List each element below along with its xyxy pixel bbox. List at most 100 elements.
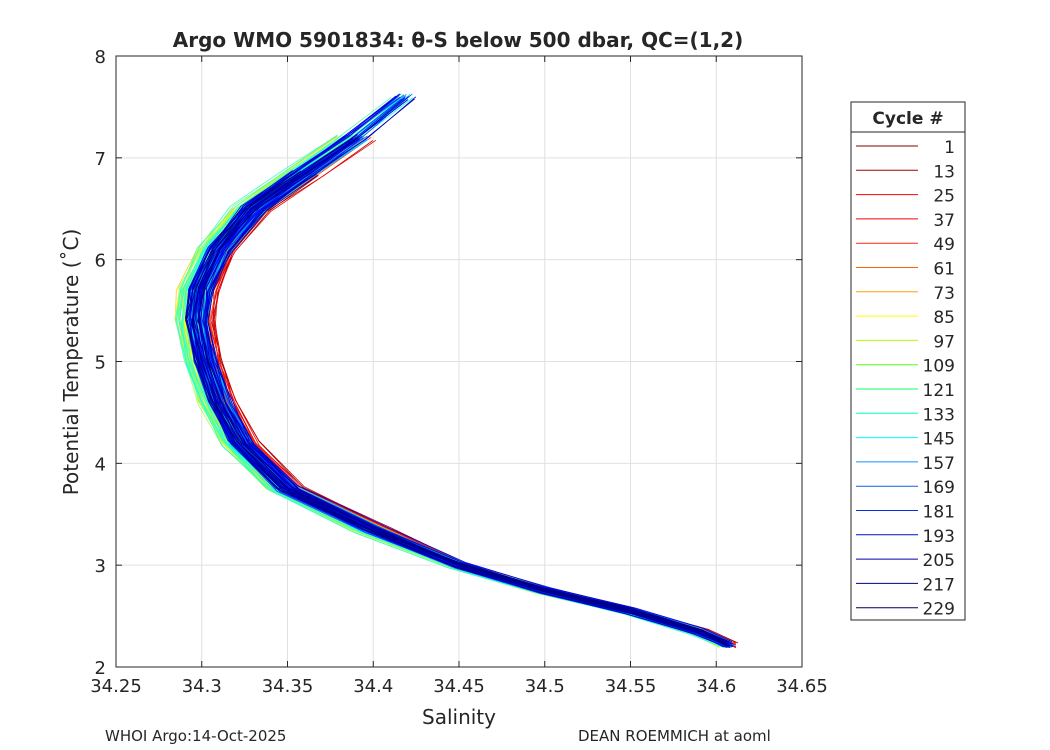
x-axis-label: Salinity (422, 705, 496, 729)
profile-line-cycle-66 (193, 247, 729, 644)
profile-line-cycle-102 (193, 210, 731, 648)
profile-line-cycle-104 (180, 211, 726, 648)
profile-line-cycle-136 (185, 171, 721, 644)
profile-line-cycle-77 (183, 210, 722, 647)
profile-line-cycle-175 (201, 174, 730, 647)
profile-line-cycle-134 (192, 175, 732, 648)
profile-line-cycle-215 (204, 174, 730, 647)
profile-line-cycle-85 (181, 174, 721, 647)
y-axis-label: Potential Temperature (˚C) (59, 229, 83, 496)
profile-line-cycle-26 (211, 174, 733, 647)
profile-line-cycle-149 (186, 171, 728, 645)
profile-line-cycle-23 (204, 209, 731, 647)
profile-line-cycle-12 (194, 247, 726, 644)
profile-line-cycle-122 (182, 139, 725, 648)
profile-line-cycle-17 (210, 208, 737, 645)
profile-line-cycle-3 (195, 209, 729, 647)
profile-line-cycle-83 (187, 246, 724, 643)
y-tick-label: 6 (95, 251, 106, 272)
profile-line-cycle-199 (184, 170, 724, 643)
x-tick-label: 34.3 (182, 676, 222, 697)
profile-line-cycle-37 (201, 206, 729, 643)
legend-label: 181 (923, 503, 955, 523)
profile-line-cycle-116 (178, 169, 722, 642)
footer-left: WHOI Argo:14-Oct-2025 (105, 727, 286, 745)
profile-line-cycle-106 (175, 175, 720, 648)
profile-line-cycle-195 (188, 175, 727, 648)
profile-line-cycle-9 (205, 206, 734, 643)
profile-line-cycle-225 (198, 171, 726, 644)
profile-line-cycle-168 (202, 174, 731, 647)
y-tick-label: 2 (95, 658, 106, 679)
y-tick-label: 4 (95, 454, 106, 475)
profile-line-cycle-129 (190, 173, 726, 647)
profile-line-cycle-21 (200, 173, 727, 646)
profile-line-cycle-86 (183, 138, 723, 647)
legend-label: 49 (933, 235, 955, 255)
profile-line-cycle-46 (192, 174, 729, 647)
legend-label: 1 (944, 138, 955, 158)
x-tick-label: 34.45 (433, 676, 485, 697)
profile-line-cycle-74 (190, 211, 726, 648)
legend-label: 121 (923, 381, 955, 401)
profile-line-cycle-222 (185, 170, 722, 643)
profile-line-cycle-173 (194, 94, 732, 643)
profile-line-cycle-180 (185, 171, 724, 644)
profile-line-cycle-32 (196, 174, 729, 647)
profile-line-cycle-43 (189, 211, 730, 648)
profile-line-cycle-98 (174, 171, 720, 644)
profile-line-cycle-62 (189, 175, 730, 648)
profile-line-cycle-228 (186, 170, 728, 644)
legend-label: 73 (933, 284, 955, 304)
profile-line-cycle-204 (199, 175, 731, 648)
profile-line-cycle-63 (200, 207, 729, 644)
profile-line-cycle-68 (193, 171, 726, 644)
profile-line-cycle-109 (178, 173, 719, 646)
legend-label: 13 (933, 162, 955, 182)
profile-line-cycle-18 (203, 206, 728, 644)
profile-line-cycle-29 (197, 174, 729, 647)
legend-label: 97 (933, 332, 955, 352)
profile-line-cycle-55 (202, 208, 731, 645)
x-tick-label: 34.5 (525, 676, 565, 697)
profile-line-cycle-160 (203, 172, 729, 645)
y-tick-label: 8 (95, 47, 106, 68)
legend-label: 37 (933, 211, 955, 231)
profile-line-cycle-99 (185, 247, 728, 643)
profile-line-cycle-59 (187, 210, 728, 648)
profile-line-cycle-188 (193, 173, 729, 646)
profile-line-cycle-57 (206, 174, 734, 647)
profile-line-cycle-221 (192, 134, 730, 642)
profile-line-cycle-111 (188, 172, 728, 645)
legend-label: 109 (923, 357, 955, 377)
legend-label: 205 (923, 551, 955, 571)
legend-label: 145 (923, 430, 955, 450)
profile-line-cycle-174 (204, 173, 731, 646)
profile-line-cycle-6 (195, 172, 731, 645)
profile-line-cycle-112 (188, 206, 727, 644)
profile-line-cycle-76 (191, 171, 728, 644)
profile-line-cycle-70 (178, 209, 721, 646)
profile-line-cycle-176 (192, 175, 728, 648)
x-tick-label: 34.65 (776, 676, 828, 697)
profile-line-cycle-65 (193, 173, 730, 647)
profile-line-cycle-10 (193, 173, 730, 647)
profile-line-cycle-153 (191, 171, 729, 644)
profile-line-cycle-60 (193, 208, 729, 645)
profile-line-cycle-105 (185, 171, 725, 645)
profile-line-cycle-38 (203, 208, 729, 645)
profile-line-cycle-217 (206, 174, 733, 648)
profile-line-cycle-81 (190, 208, 727, 646)
profile-line-cycle-48 (205, 207, 735, 644)
profile-line-cycle-58 (197, 173, 731, 647)
profile-line-cycle-100 (179, 208, 720, 646)
profile-line-cycle-91 (183, 170, 720, 643)
profile-line-cycle-33 (206, 175, 735, 648)
profile-line-cycle-114 (181, 172, 723, 645)
profile-line-cycle-75 (174, 172, 722, 645)
profile-line-cycle-13 (202, 175, 733, 648)
legend-title: Cycle # (872, 109, 943, 129)
legend-label: 169 (923, 478, 955, 498)
x-tick-label: 34.25 (90, 676, 142, 697)
